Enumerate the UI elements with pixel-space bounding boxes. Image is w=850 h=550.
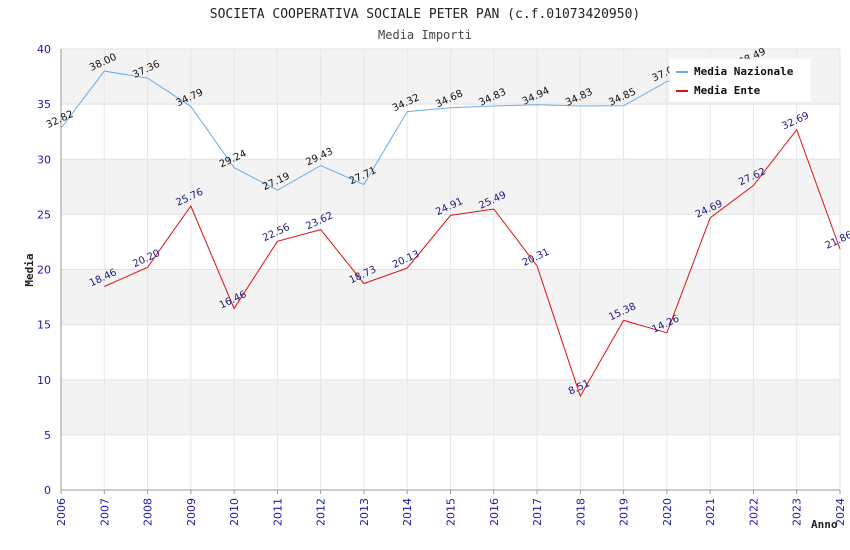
x-tick-label: 2010 <box>228 498 241 526</box>
x-tick-label: 2015 <box>445 498 458 526</box>
y-tick-labels: 0 5 10 15 20 25 30 35 40 <box>37 43 51 497</box>
legend-box <box>669 58 811 102</box>
y-tick-label: 40 <box>37 43 51 56</box>
y-tick-label: 30 <box>37 153 51 166</box>
x-tick-label: 2009 <box>185 498 198 526</box>
y-tick-label: 20 <box>37 264 51 277</box>
x-tick-label: 2020 <box>661 498 674 526</box>
x-tick-label: 2016 <box>488 498 501 526</box>
x-axis-label: Anno <box>811 518 838 531</box>
axes <box>60 49 841 494</box>
x-tick-label: 2006 <box>55 498 68 526</box>
y-tick-label: 35 <box>37 98 51 111</box>
y-tick-label: 0 <box>44 484 51 497</box>
series-line-media-ente <box>104 128 841 398</box>
x-tick-label: 2018 <box>574 498 587 526</box>
chart-subtitle: Media Importi <box>378 28 472 42</box>
y-axis-label: Media <box>23 253 36 286</box>
x-tick-label: 2021 <box>704 498 717 526</box>
y-tick-label: 25 <box>37 208 51 221</box>
y-tick-label: 15 <box>37 319 51 332</box>
x-tick-label: 2023 <box>791 498 804 526</box>
x-tick-label: 2007 <box>98 498 111 526</box>
x-tick-label: 2022 <box>747 498 760 526</box>
x-tick-label: 2013 <box>358 498 371 526</box>
y-tick-label: 10 <box>37 374 51 387</box>
series-line-media-nazionale <box>60 65 754 191</box>
x-tick-label: 2024 <box>834 498 847 526</box>
legend: Media Nazionale Media Ente <box>669 58 811 102</box>
x-tick-labels: 2006 2007 2008 2009 2010 2011 2012 2013 2014 2015… <box>55 498 847 526</box>
x-tick-label: 2014 <box>401 498 414 526</box>
legend-entry: Media Nazionale <box>694 65 794 78</box>
legend-entry: Media Ente <box>694 84 761 97</box>
x-tick-label: 2011 <box>271 498 284 526</box>
x-tick-label: 2008 <box>142 498 155 526</box>
x-tick-label: 2019 <box>618 498 631 526</box>
x-tick-label: 2017 <box>531 498 544 526</box>
y-tick-label: 5 <box>44 429 51 442</box>
chart-title: SOCIETA COOPERATIVA SOCIALE PETER PAN (c… <box>210 7 640 22</box>
x-tick-label: 2012 <box>315 498 328 526</box>
series-layer <box>60 65 841 398</box>
